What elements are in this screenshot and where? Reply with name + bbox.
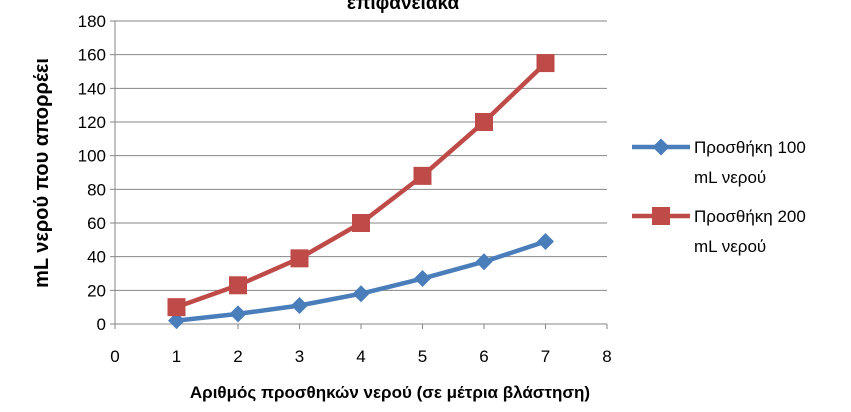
y-tick-label: 20 bbox=[87, 281, 106, 300]
chart-title: επιφανειακά bbox=[347, 0, 460, 14]
y-tick-label: 0 bbox=[97, 315, 106, 334]
data-point bbox=[652, 207, 670, 225]
y-tick-label: 100 bbox=[78, 147, 106, 166]
x-tick-label: 6 bbox=[479, 347, 488, 366]
x-tick-label: 7 bbox=[541, 347, 550, 366]
y-tick-labels: 0 20 40 60 80 100 120 140 160 180 bbox=[78, 12, 106, 334]
gridlines bbox=[115, 20, 607, 291]
x-tick-label: 3 bbox=[295, 347, 304, 366]
data-point bbox=[229, 305, 247, 323]
data-point bbox=[475, 253, 493, 271]
legend-label: Προσθήκη 200 bbox=[694, 207, 806, 226]
data-point bbox=[475, 113, 493, 131]
y-axis-title: mL νερού που απορρέει bbox=[31, 58, 53, 288]
x-tick-label: 1 bbox=[172, 347, 181, 366]
x-tick-label: 5 bbox=[418, 347, 427, 366]
legend-label: Προσθήκη 100 bbox=[694, 138, 806, 157]
y-tick-label: 160 bbox=[78, 46, 106, 65]
x-tick-label: 4 bbox=[356, 347, 365, 366]
x-tick-label: 8 bbox=[602, 347, 611, 366]
data-point bbox=[652, 138, 670, 156]
data-point bbox=[352, 285, 370, 303]
y-tick-label: 40 bbox=[87, 248, 106, 267]
series-2 bbox=[167, 54, 555, 317]
data-point bbox=[168, 312, 185, 330]
data-point bbox=[291, 296, 308, 314]
data-point bbox=[352, 214, 370, 232]
series-1 bbox=[168, 233, 554, 330]
x-tick-labels: 0 1 2 3 4 5 6 7 8 bbox=[110, 347, 611, 366]
data-point bbox=[167, 298, 186, 317]
data-point bbox=[290, 249, 309, 268]
y-tick-label: 140 bbox=[78, 79, 106, 98]
legend-label: mL νερού bbox=[694, 237, 766, 256]
series-line bbox=[175, 61, 548, 310]
data-point bbox=[537, 233, 554, 251]
x-tick-label: 0 bbox=[110, 347, 119, 366]
y-tick-label: 80 bbox=[87, 180, 106, 199]
y-tick-label: 60 bbox=[87, 214, 106, 233]
legend-label: mL νερού bbox=[694, 168, 766, 187]
legend-item-1: Προσθήκη 100 mL νερού bbox=[632, 138, 806, 187]
axes bbox=[110, 20, 608, 329]
legend: Προσθήκη 100 mL νερού Προσθήκη 200 mL νερού bbox=[632, 138, 806, 256]
y-tick-label: 180 bbox=[78, 12, 106, 31]
data-point bbox=[414, 270, 431, 288]
data-point bbox=[229, 276, 247, 295]
series-group bbox=[167, 54, 555, 330]
data-point bbox=[536, 54, 555, 73]
y-tick-label: 120 bbox=[78, 113, 106, 132]
legend-item-2: Προσθήκη 200 mL νερού bbox=[632, 207, 806, 256]
x-tick-label: 2 bbox=[233, 347, 242, 366]
x-axis-title: Αριθμός προσθηκών νερού (σε μέτρια βλάστ… bbox=[190, 383, 590, 402]
data-point bbox=[413, 166, 432, 185]
